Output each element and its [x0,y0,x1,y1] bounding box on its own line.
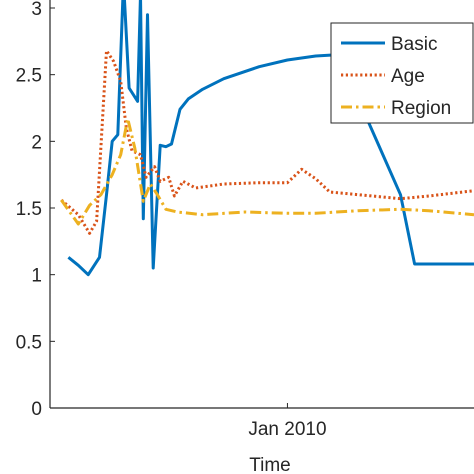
legend-label-basic: Basic [391,34,437,55]
y-tick-label: 2 [31,132,42,153]
series-line-age [60,49,474,235]
legend-box [330,22,474,124]
y-tick-label: 1 [31,266,42,287]
axes-layer: 0 0.5 1 1.5 2 2.5 3 Jan 2010 [16,0,474,440]
y-tick-label: 0 [31,399,42,420]
legend-label-region: Region [391,98,451,119]
x-tick-label: Jan 2010 [248,419,326,440]
x-axis-title: Time [249,455,291,474]
y-tick-label: 3 [31,0,42,20]
series-line-region [60,117,474,226]
series-layer [60,0,474,277]
y-tick-label: 1.5 [16,199,42,220]
series-line-basic [67,0,474,277]
y-tick-label: 2.5 [16,66,42,87]
legend: Basic Age Region [330,22,474,124]
legend-label-age: Age [391,66,425,87]
y-tick-label: 0.5 [16,332,42,353]
